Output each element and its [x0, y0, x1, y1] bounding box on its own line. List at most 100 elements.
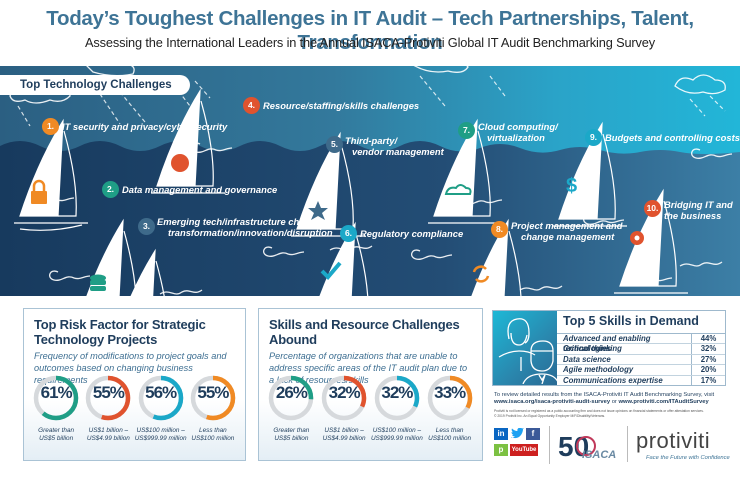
skill-name: Data science — [563, 354, 611, 364]
challenge-label-line1: Cloud computing/ — [478, 121, 558, 132]
donut-chart-group: 26% Greater than US$5 billion 32% US$1 bi… — [259, 372, 482, 443]
refresh-icon — [472, 265, 490, 283]
people-illustration — [493, 311, 559, 385]
donut-ring — [33, 375, 79, 421]
fine-print-disclaimer: Protiviti is not licensed or registered … — [494, 409, 704, 413]
donut-ring — [190, 375, 236, 421]
donut-ring — [374, 375, 420, 421]
donut-percentage: 26% — [275, 383, 308, 402]
section-label-top-technology-challenges: Top Technology Challenges — [0, 75, 190, 95]
donut-chart: 32% US$100 million – US$999.99 million — [371, 372, 423, 443]
donut-caption: Less than US$100 million — [428, 427, 472, 442]
donut-caption: US$1 billion – US$4.99 billion — [322, 427, 366, 442]
page-title: Today’s Toughest Challenges in IT Audit … — [46, 7, 694, 54]
donut-chart: 61% Greater than US$5 billion — [30, 372, 82, 443]
skill-percentage: 27% — [691, 354, 725, 365]
challenge-label-line1: Third-party/ — [345, 135, 398, 146]
donut-ring — [86, 375, 131, 421]
skills-table-row: Communications expertise 17% — [557, 375, 725, 386]
protiviti-tagline: Face the Future with Confidence — [646, 455, 730, 461]
donut-chart: 55% Less than US$100 million — [187, 372, 239, 443]
footer-divider — [627, 426, 628, 462]
rank-badge: 6. — [340, 225, 357, 242]
challenge-label: Data management and governance — [122, 184, 278, 195]
donut-caption: Less than US$100 million — [191, 427, 235, 442]
facebook-icon[interactable]: f — [526, 428, 540, 440]
challenge-label-line2: change management — [521, 231, 615, 242]
donut-chart: 56% US$100 million – US$999.99 million — [135, 372, 187, 443]
tech-challenges-banner: $ Top Technology Challenges 1. IT securi… — [0, 66, 740, 296]
dollar-icon: $ — [566, 175, 577, 197]
donut-caption: Greater than US$5 billion — [273, 427, 310, 442]
donut-chart-group: 61% Greater than US$5 billion 55% US$1 bi… — [24, 372, 245, 443]
panel-description: Percentage of organizations that are una… — [269, 351, 468, 385]
challenge-label-line1: Project management and — [511, 220, 623, 231]
panel-title: Top Risk Factor for Strategic Technology … — [34, 317, 245, 347]
skills-table-row: Data science 27% — [557, 354, 725, 366]
isaca-survey-link[interactable]: www.isaca.org/isaca-protiviti-audit-surv… — [494, 399, 611, 405]
or-text: or — [610, 399, 619, 405]
challenge-label-line2: the business — [664, 210, 722, 221]
rank-badge: 8. — [491, 221, 508, 238]
skills-table-row: Critical thinking 32% — [557, 344, 725, 355]
challenge-label-line1: Emerging tech/infrastructure changes – — [157, 216, 335, 227]
challenge-label-line2: virtualization — [487, 132, 545, 143]
skill-percentage: 32% — [691, 344, 725, 354]
lock-icon — [31, 179, 47, 204]
rank-badge: 1. — [42, 118, 59, 135]
rank-badge: 2. — [102, 181, 119, 198]
fine-print: Protiviti is not licensed or registered … — [494, 409, 734, 418]
skill-name: Agile methodology — [563, 365, 634, 375]
person-head-icon — [171, 154, 189, 172]
challenge-label: Budgets and controlling costs — [605, 132, 740, 143]
rank-badge: 4. — [243, 97, 260, 114]
donut-percentage: 55% — [92, 383, 125, 402]
skills-table-row: Advanced and enabling technologies 44% — [557, 334, 725, 353]
gear-icon — [630, 231, 644, 245]
donut-chart: 33% Less than US$100 million — [424, 372, 476, 443]
donut-caption: Greater than US$5 billion — [38, 427, 75, 442]
protiviti-logo: protiviti — [636, 428, 711, 453]
panel-title-line1: Top Risk Factor for Strategic — [34, 317, 206, 332]
twitter-icon[interactable] — [510, 427, 524, 440]
top-risk-factor-panel: Top Risk Factor for Strategic Technology … — [23, 308, 246, 461]
skill-name: Communications expertise — [563, 375, 663, 385]
top-skills-table: Top 5 Skills in Demand Advanced and enab… — [492, 310, 726, 386]
skills-table-title: Top 5 Skills in Demand — [557, 311, 725, 334]
panel-title-line2: Technology Projects — [34, 332, 158, 347]
rank-badge: 5. — [326, 136, 343, 153]
rank-badge: 10. — [644, 200, 661, 217]
isaca-50-mark: 50 — [558, 431, 589, 462]
skill-percentage: 44% — [691, 334, 725, 344]
challenge-label-line1: Bridging IT and — [664, 199, 733, 210]
skills-table-row: Agile methodology 20% — [557, 365, 725, 376]
page-subtitle: Assessing the International Leaders in t… — [84, 35, 656, 50]
star-badge-icon — [308, 201, 328, 220]
donut-caption: US$1 billion – US$4.99 billion — [86, 427, 130, 442]
youtube-icon[interactable]: YouTube — [510, 444, 538, 456]
skill-percentage: 17% — [691, 375, 725, 386]
donut-ring — [427, 375, 472, 421]
review-instructions: To review detailed results from the ISAC… — [494, 392, 715, 398]
donut-ring — [138, 375, 183, 421]
rank-badge: 7. — [458, 122, 475, 139]
protiviti-survey-link[interactable]: www.protiviti.com/ITAuditSurvey — [618, 399, 709, 405]
rank-badge: 3. — [138, 218, 155, 235]
people-icon — [498, 318, 559, 385]
pinterest-icon[interactable]: p — [494, 444, 508, 456]
donut-percentage: 55% — [197, 383, 229, 402]
skill-name: Advanced and enabling technologies — [563, 334, 651, 353]
challenge-label-line2: transformation/innovation/disruption — [168, 227, 333, 238]
skills-resource-challenges-panel: Skills and Resource Challenges Abound Pe… — [258, 308, 483, 461]
donut-chart: 26% Greater than US$5 billion — [265, 372, 317, 443]
isaca-logo: 50 ISACA — [558, 428, 628, 462]
skill-name: Critical thinking — [563, 344, 622, 354]
donut-percentage: 32% — [381, 383, 413, 402]
checkmark-icon — [320, 261, 342, 280]
linkedin-icon[interactable]: in — [494, 428, 508, 440]
footer-divider — [549, 426, 550, 464]
donut-percentage: 61% — [40, 383, 73, 402]
donut-ring — [321, 375, 367, 421]
cloud-icon — [444, 184, 472, 195]
challenge-label: IT security and privacy/cybersecurity — [62, 121, 228, 132]
